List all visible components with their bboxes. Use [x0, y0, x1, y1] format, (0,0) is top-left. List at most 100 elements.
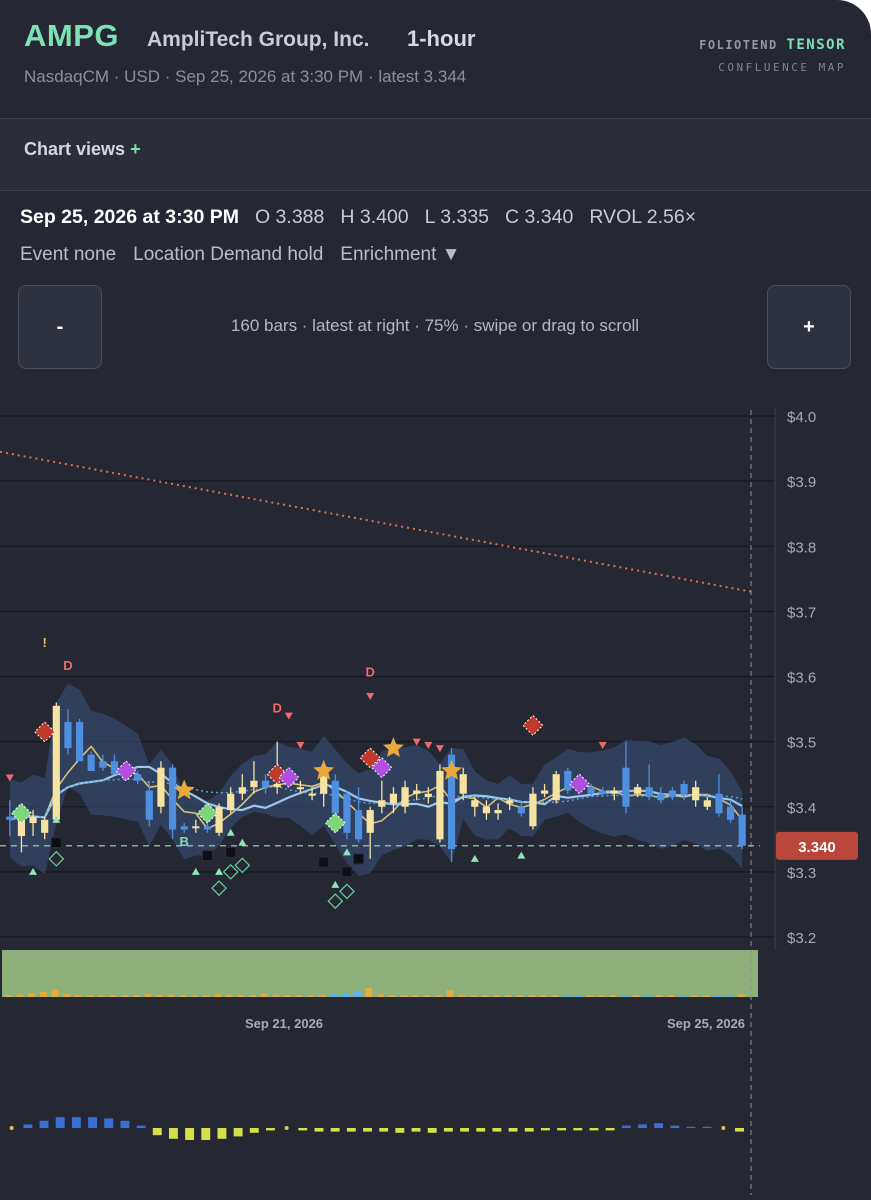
volume-bar	[16, 994, 24, 997]
volume-bar	[446, 990, 454, 997]
volume-bar	[574, 995, 582, 997]
price-tag	[776, 831, 858, 860]
volume-bar	[51, 989, 59, 997]
candle-body	[494, 810, 502, 814]
oscillator-bar	[589, 1128, 599, 1131]
oscillator-bar	[104, 1118, 114, 1128]
volume-bar	[621, 995, 629, 997]
brand-left: FOLIOTEND	[699, 38, 778, 52]
oscillator-bar	[249, 1128, 259, 1133]
volume-bar	[423, 995, 431, 997]
outline-diamond	[339, 883, 355, 900]
x-tick-label: Sep 25, 2026	[667, 1016, 745, 1031]
sell-triangle	[366, 693, 375, 701]
brand-subtitle: CONFLUENCE MAP	[718, 61, 846, 74]
volume-bar	[156, 994, 164, 997]
volume-bar	[656, 995, 663, 997]
candle-body	[29, 816, 37, 824]
oscillator-bar	[88, 1117, 97, 1128]
stop-square	[201, 850, 213, 862]
candle-body	[273, 783, 281, 788]
close-value: C 3.340	[505, 206, 574, 228]
volume-bar	[504, 995, 512, 997]
header: AMPG AmpliTech Group, Inc. 1-hour Nasdaq…	[0, 0, 871, 119]
oscillator-bar	[298, 1128, 308, 1131]
volume-bar	[516, 995, 524, 997]
volume-bar	[470, 995, 477, 997]
candles-layer	[6, 702, 746, 863]
candle-body	[227, 793, 235, 811]
candle-body	[157, 767, 165, 807]
volume-bar	[481, 995, 489, 997]
signal-letter: D	[272, 700, 281, 715]
enrichment-toggle[interactable]: Enrichment ▼	[340, 244, 461, 265]
y-tick-label: $4.0	[787, 409, 816, 426]
y-tick-label: $3.6	[787, 670, 816, 687]
candle-body	[110, 761, 119, 775]
oscillator-bar	[524, 1128, 534, 1132]
outline-diamond	[234, 857, 251, 874]
grid	[0, 415, 775, 938]
event-label: Event none	[20, 244, 117, 265]
oscillator-bar	[168, 1128, 178, 1139]
oscillator-bar	[460, 1128, 469, 1132]
sell-triangle	[296, 741, 305, 749]
candle-body	[52, 705, 60, 820]
candle-body	[726, 806, 735, 820]
signal-letter: D	[63, 658, 72, 673]
y-tick-label: $3.8	[787, 539, 816, 556]
volume-bar	[435, 995, 443, 997]
candle-body	[87, 754, 95, 771]
oscillator-panel	[9, 1117, 744, 1140]
zoom-in-button[interactable]: +	[767, 285, 851, 369]
oscillator-bar	[346, 1128, 356, 1132]
stop-square	[341, 866, 353, 878]
volume-bar	[249, 995, 257, 997]
candle-body	[192, 826, 200, 829]
y-tick-label: $3.3	[787, 865, 816, 882]
stop-square	[353, 853, 365, 865]
candle-body	[145, 790, 153, 820]
volume-bar	[667, 995, 675, 997]
volume-bar	[260, 993, 268, 997]
signal-letter: D	[365, 665, 374, 680]
sell-triangle	[284, 712, 293, 720]
volume-background	[2, 950, 758, 997]
volume-bar	[318, 994, 326, 997]
candle-body	[506, 800, 514, 804]
brand-logo: FOLIOTEND TENSOR	[699, 37, 846, 53]
volume-bar	[400, 995, 408, 997]
candle-body	[41, 819, 49, 833]
oscillator-bar	[670, 1125, 680, 1128]
ohlc-readout: Sep 25, 2026 at 3:30 PM O 3.388 H 3.400 L 3…	[20, 206, 696, 229]
buy-triangle	[29, 867, 38, 875]
volume-panel	[2, 950, 758, 997]
candle-body	[564, 770, 572, 791]
volume-bar	[551, 995, 559, 997]
volume-bar	[121, 995, 129, 997]
zoom-out-button[interactable]: -	[18, 285, 102, 369]
interval-label[interactable]: 1-hour	[407, 26, 476, 51]
candle-body	[738, 814, 746, 846]
x-axis: Sep 21, 2026 Sep 25, 2026	[245, 1016, 745, 1031]
signal-star	[441, 759, 462, 780]
oscillator-bar	[71, 1117, 81, 1128]
chart-views-button[interactable]: Chart views +	[24, 139, 141, 160]
volume-bar	[272, 994, 280, 997]
signal-diamond	[278, 766, 300, 789]
oscillator-bar	[573, 1128, 583, 1131]
volume-bar	[365, 988, 373, 997]
candle-body	[168, 767, 177, 830]
band-layer	[9, 683, 743, 876]
volume-bar	[179, 995, 187, 997]
candle-body	[308, 793, 316, 796]
price-chart[interactable]: ! D D D B $4.0 $3.9 $3.8 $3.7 $3.6 $3.5 $3.4 $3.3 $3…	[0, 380, 871, 1200]
candle-body	[75, 722, 84, 762]
volume-bar	[563, 995, 570, 997]
y-tick-label: $3.5	[787, 735, 816, 752]
candle-body	[715, 793, 723, 814]
sell-triangle	[598, 741, 607, 749]
candle-body	[680, 783, 688, 794]
candle-body	[540, 790, 549, 794]
outline-diamond	[48, 850, 65, 867]
